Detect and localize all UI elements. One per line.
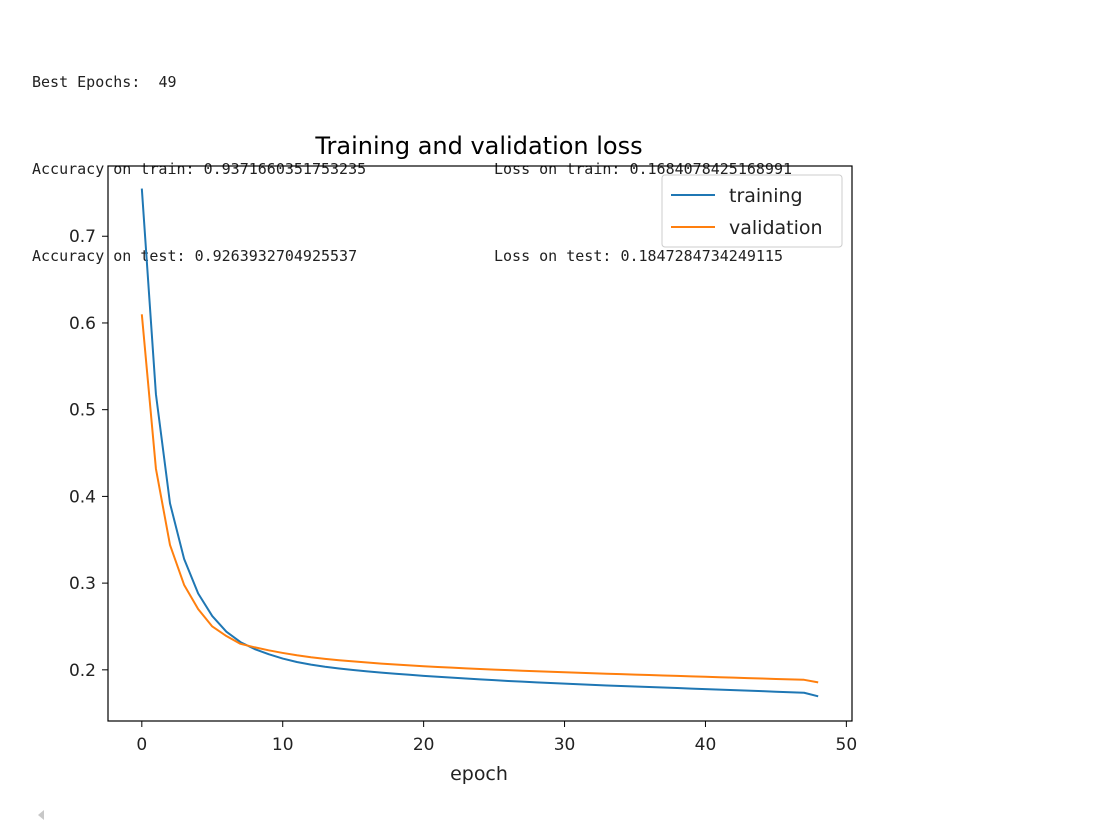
train-loss-label: Loss on train:	[494, 160, 621, 178]
x-tick-label: 0	[136, 735, 147, 755]
test-accuracy-label: Accuracy on test:	[32, 247, 186, 265]
legend: training validation	[661, 174, 843, 248]
best-epochs-line: Best Epochs: 49	[32, 68, 366, 97]
train-metrics-line: Accuracy on train: 0.9371660351753235 Los…	[32, 155, 792, 184]
best-epochs-value: 49	[158, 73, 177, 91]
x-tick-label: 30	[554, 735, 576, 755]
test-loss-value: 0.1847284734249115	[620, 247, 783, 265]
x-tick-label: 10	[272, 735, 294, 755]
test-accuracy-value: 0.9263932704925537	[194, 247, 358, 265]
x-tick-label: 20	[413, 735, 435, 755]
chart-title: Training and validation loss	[314, 132, 642, 160]
y-tick-label: 0.3	[69, 574, 96, 594]
train-loss-value: 0.1684078425168991	[629, 160, 793, 178]
series-line-training	[140, 188, 819, 698]
x-axis-ticks: 0 10 20 30 40 50	[136, 721, 857, 755]
y-tick-label: 0.2	[69, 661, 96, 681]
scroll-left-caret-icon[interactable]	[38, 810, 44, 820]
series-line-validation	[140, 314, 819, 684]
x-axis-label: epoch	[450, 763, 508, 785]
x-tick-label: 40	[695, 735, 717, 755]
train-accuracy-value: 0.9371660351753235	[203, 160, 367, 178]
x-tick-label: 50	[836, 735, 858, 755]
y-tick-label: 0.5	[69, 401, 96, 421]
plot-area-frame	[107, 165, 853, 722]
loss-chart: Training and validation loss 0 10 20 30 40 50…	[69, 132, 857, 785]
best-epochs-label: Best Epochs:	[32, 73, 141, 91]
legend-box	[661, 174, 843, 248]
train-accuracy-label: Accuracy on train:	[32, 160, 195, 178]
y-tick-label: 0.7	[69, 227, 96, 247]
legend-label-training: training	[729, 185, 803, 207]
test-metrics-line: Accuracy on test: 0.9263932704925537 Loss…	[32, 242, 783, 271]
test-loss-label: Loss on test:	[494, 247, 612, 265]
y-tick-label: 0.4	[69, 487, 96, 507]
y-tick-label: 0.6	[69, 314, 96, 334]
legend-label-validation: validation	[729, 217, 823, 239]
series-lines	[140, 188, 819, 698]
y-axis-ticks: 0.2 0.3 0.4 0.5 0.6 0.7	[69, 227, 108, 681]
cell-output-text: Best Epochs: 49 Accuracy on train: 0.937…	[32, 10, 792, 300]
